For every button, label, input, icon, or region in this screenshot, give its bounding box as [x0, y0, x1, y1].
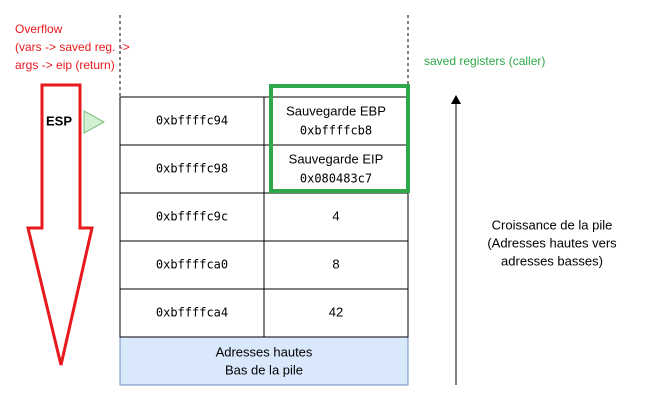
value: 8: [332, 256, 339, 271]
register-name: Sauvegarde EBP: [286, 103, 386, 118]
growth-arrowhead: [451, 95, 461, 104]
register-value: 0x080483c7: [300, 172, 372, 186]
register-value: 0xbffffcb8: [300, 124, 372, 138]
saved-registers-label: saved registers (caller): [424, 54, 545, 68]
growth-label: (Adresses hautes vers: [487, 235, 617, 250]
overflow-label: args -> eip (return): [15, 58, 115, 72]
address: 0xbffffca0: [156, 258, 228, 272]
address: 0xbffffc94: [156, 114, 228, 128]
bottom-box: [119, 336, 409, 386]
value: 42: [329, 304, 343, 319]
value: 4: [332, 208, 339, 223]
value-cell: [263, 288, 409, 338]
bottom-label: Bas de la pile: [225, 362, 303, 377]
esp-label: ESP: [46, 113, 72, 128]
value-cell: [263, 240, 409, 290]
overflow-label: Overflow: [15, 22, 63, 36]
saved-registers-box: [269, 84, 410, 193]
register-name: Sauvegarde EIP: [289, 151, 384, 166]
growth-label: adresses basses): [501, 253, 603, 268]
bottom-label: Adresses hautes: [216, 344, 313, 359]
growth-label: Croissance de la pile: [492, 217, 613, 232]
address: 0xbffffc9c: [156, 210, 228, 224]
address-cell: [119, 288, 265, 338]
address-cell: [119, 240, 265, 290]
value-cell: [263, 192, 409, 242]
overflow-arrow: [26, 83, 94, 366]
address: 0xbffffca4: [156, 306, 228, 320]
esp-pointer: [83, 110, 106, 134]
overflow-label: (vars -> saved reg. ->: [15, 40, 130, 54]
address: 0xbffffc98: [156, 162, 228, 176]
